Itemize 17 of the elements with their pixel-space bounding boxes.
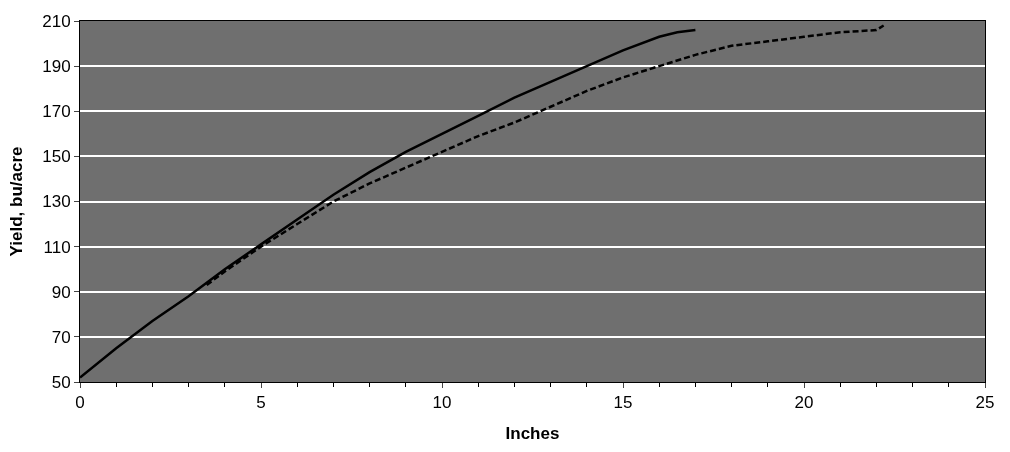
y-axis-title: Yield, bu/acre <box>6 146 26 257</box>
y-tick-label: 50 <box>51 372 71 392</box>
y-tick-label: 170 <box>42 102 71 122</box>
y-tick-label: 210 <box>42 11 71 31</box>
x-tick-label: 10 <box>432 393 452 413</box>
x-tick-label: 0 <box>75 393 85 413</box>
y-tick-label: 90 <box>51 282 71 302</box>
x-tick-label: 20 <box>794 393 814 413</box>
y-tick-label: 110 <box>43 237 71 257</box>
y-tick-label: 190 <box>42 57 71 77</box>
y-tick-label: 70 <box>51 327 71 347</box>
x-tick-label: 5 <box>256 393 266 413</box>
y-tick-label: 130 <box>42 192 71 212</box>
y-tick-label: 150 <box>42 147 71 167</box>
x-tick-label: 25 <box>975 393 995 413</box>
x-tick-label: 15 <box>613 393 633 413</box>
x-axis-title: Inches <box>505 423 560 443</box>
